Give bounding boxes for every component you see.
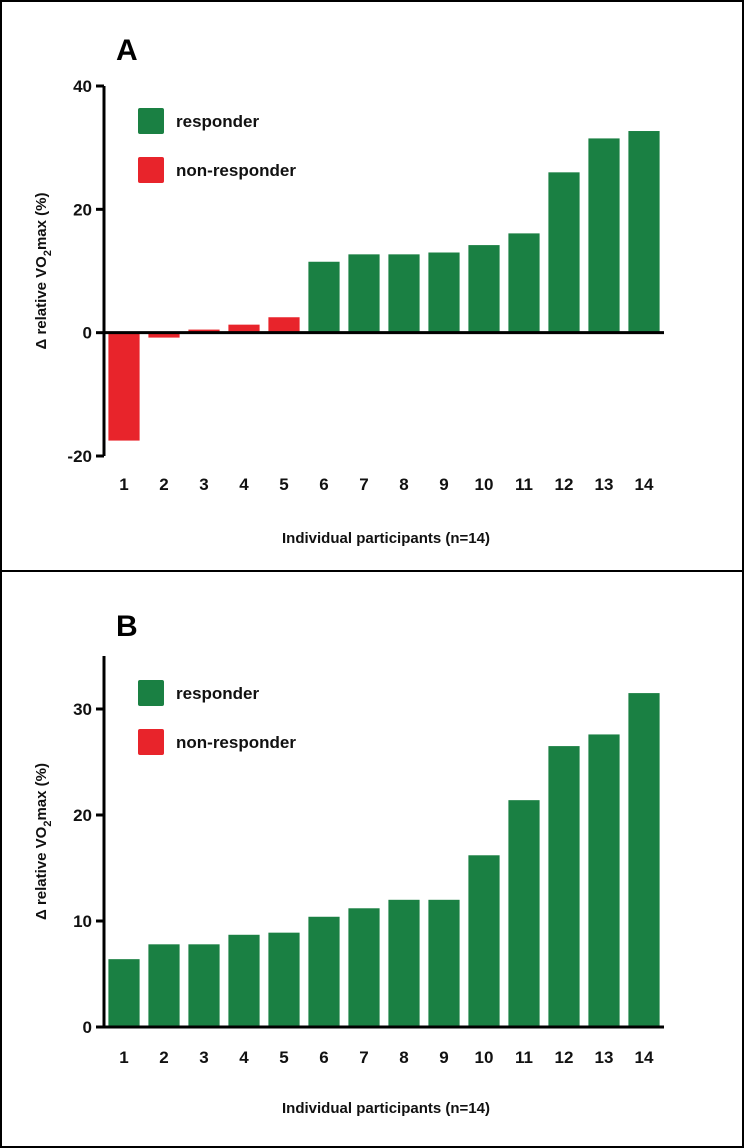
bar-participant-1	[108, 959, 140, 1027]
panel-letter: B	[116, 610, 138, 643]
bar-participant-7	[348, 254, 380, 333]
x-tick-label: 12	[555, 475, 574, 494]
x-tick-label: 6	[319, 475, 328, 494]
x-tick-label: 11	[515, 1048, 533, 1067]
bar-participant-11	[508, 233, 540, 333]
bar-participant-10	[468, 245, 500, 333]
x-tick-label: 1	[119, 475, 128, 494]
bar-participant-6	[308, 261, 340, 333]
x-tick-label: 13	[595, 475, 614, 494]
y-axis-title: Δ relative VO2max (%)	[33, 193, 54, 350]
bar-participant-4	[228, 934, 260, 1027]
bar-participant-2	[148, 332, 180, 338]
x-tick-label: 3	[199, 475, 208, 494]
bar-participant-13	[588, 734, 620, 1027]
x-tick-label: 4	[239, 1048, 249, 1067]
bar-participant-2	[148, 944, 180, 1027]
legend-label: responder	[176, 112, 260, 131]
x-tick-label: 3	[199, 1048, 208, 1067]
x-tick-label: 9	[439, 1048, 448, 1067]
x-tick-label: 11	[515, 475, 533, 494]
y-tick-label: 10	[73, 912, 92, 931]
legend-swatch-non-responder	[138, 157, 164, 183]
legend-label: non-responder	[176, 733, 296, 752]
bar-participant-14	[628, 131, 660, 333]
panel-letter: A	[116, 34, 138, 67]
legend-label: non-responder	[176, 161, 296, 180]
x-tick-label: 5	[279, 1048, 288, 1067]
y-tick-label: 0	[83, 324, 92, 343]
x-axis-title: Individual participants (n=14)	[282, 530, 490, 547]
bar-participant-12	[548, 746, 580, 1027]
x-tick-label: 13	[595, 1048, 614, 1067]
x-tick-label: 14	[635, 475, 654, 494]
bar-participant-8	[388, 899, 420, 1027]
x-tick-label: 1	[119, 1048, 128, 1067]
x-tick-label: 8	[399, 1048, 408, 1067]
x-tick-label: 4	[239, 475, 249, 494]
x-tick-label: 2	[159, 475, 168, 494]
bar-participant-9	[428, 252, 460, 333]
bar-participant-10	[468, 855, 500, 1027]
bar-participant-9	[428, 899, 460, 1027]
x-tick-label: 7	[359, 475, 368, 494]
legend: responder non-responder	[138, 680, 296, 755]
legend-swatch-non-responder	[138, 729, 164, 755]
bar-participant-5	[268, 317, 300, 333]
x-tick-label: 5	[279, 475, 288, 494]
bar-participant-8	[388, 254, 420, 333]
legend: responder non-responder	[138, 108, 296, 183]
y-tick-label: 40	[73, 77, 92, 96]
bar-participant-13	[588, 138, 620, 333]
x-tick-label: 7	[359, 1048, 368, 1067]
legend-swatch-responder	[138, 680, 164, 706]
legend-swatch-responder	[138, 108, 164, 134]
x-tick-label: 9	[439, 475, 448, 494]
x-tick-label: 10	[475, 1048, 494, 1067]
x-tick-label: 2	[159, 1048, 168, 1067]
y-tick-label: 20	[73, 806, 92, 825]
x-tick-label: 12	[555, 1048, 574, 1067]
bar-participant-4	[228, 324, 260, 333]
x-tick-label: 8	[399, 475, 408, 494]
y-tick-label: 30	[73, 700, 92, 719]
bar-participant-14	[628, 693, 660, 1027]
bar-participant-3	[188, 944, 220, 1027]
y-axis-title: Δ relative VO2max (%)	[33, 763, 54, 920]
x-tick-label: 14	[635, 1048, 654, 1067]
bar-participant-12	[548, 172, 580, 333]
bar-participant-7	[348, 908, 380, 1027]
x-tick-label: 6	[319, 1048, 328, 1067]
bar-participant-1	[108, 332, 140, 441]
y-tick-label: 0	[83, 1018, 92, 1037]
y-tick-label: 20	[73, 200, 92, 219]
x-tick-label: 10	[475, 475, 494, 494]
bar-participant-11	[508, 800, 540, 1027]
x-axis-title: Individual participants (n=14)	[282, 1100, 490, 1117]
legend-label: responder	[176, 684, 260, 703]
bar-participant-3	[188, 329, 220, 333]
y-tick-label: -20	[67, 447, 92, 466]
panel-b-frame	[0, 570, 744, 1148]
bar-participant-5	[268, 932, 300, 1027]
bar-participant-6	[308, 916, 340, 1027]
